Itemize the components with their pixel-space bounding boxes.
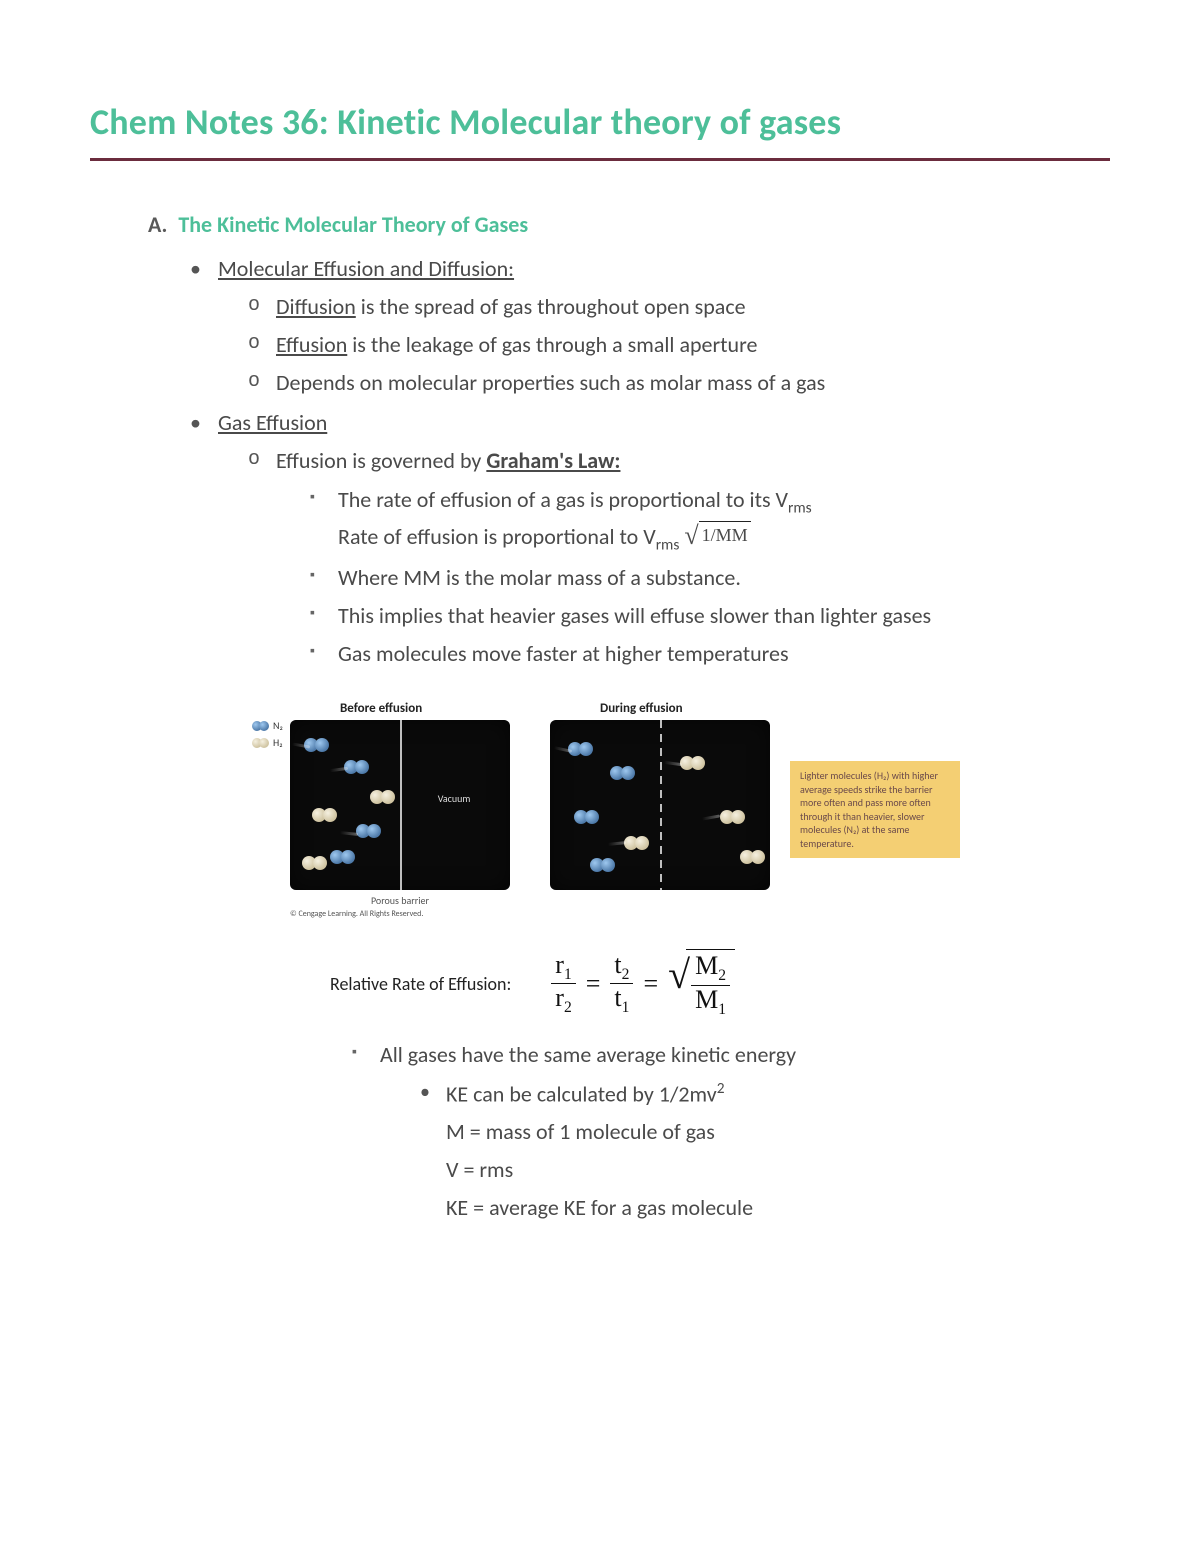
def-effusion: is the leakage of gas through a small ap… <box>347 331 757 358</box>
title-rule <box>90 158 1110 161</box>
diagram-legend: N₂ H₂ <box>252 719 283 753</box>
var-m2: M <box>695 951 718 980</box>
var-t2: t <box>614 950 621 979</box>
text-rate-2: Rate of effusion is proportional to V <box>338 523 656 550</box>
heading-gas-effusion: Gas Effusion <box>218 409 327 436</box>
list-item: KE = average KE for a gas molecule <box>420 1191 1110 1225</box>
text-rate-1: The rate of effusion of a gas is proport… <box>338 486 788 513</box>
list-item: Molecular Effusion and Diffusion: Diffus… <box>190 252 1110 400</box>
term-effusion: Effusion <box>276 331 347 358</box>
text-ke-formula: KE can be calculated by 1/2mv <box>446 1080 717 1107</box>
legend-n2: N₂ <box>273 719 283 732</box>
list-item: Depends on molecular properties such as … <box>248 366 1110 400</box>
radicand: 1/MM <box>699 521 751 550</box>
term-diffusion: Diffusion <box>276 293 356 320</box>
legend-h2: H₂ <box>273 736 283 749</box>
diagram-note: Lighter molecules (H₂) with higher avera… <box>790 761 960 858</box>
superscript-2: 2 <box>717 1079 725 1098</box>
barrier-solid <box>400 720 402 890</box>
effusion-diagram: N₂ H₂ Before effusion Vacuum Porous barr… <box>290 701 1110 919</box>
list-item: Effusion is governed by Graham's Law: Th… <box>248 444 1110 671</box>
list-item: The rate of effusion of a gas is proport… <box>310 483 1110 558</box>
list-item: All gases have the same average kinetic … <box>352 1038 1110 1225</box>
var-m1: M <box>695 985 718 1014</box>
barrier-porous <box>660 720 662 890</box>
section-heading-text: The Kinetic Molecular Theory of Gases <box>178 211 528 238</box>
list-item: Diffusion is the spread of gas throughou… <box>248 290 1110 324</box>
list-item: Gas molecules move faster at higher temp… <box>310 637 1110 671</box>
sub-2: 2 <box>622 966 630 983</box>
list-item: M = mass of 1 molecule of gas <box>420 1115 1110 1149</box>
formula-relative-rate-effusion: Relative Rate of Effusion: r1 r2 = t2 t1… <box>330 949 1110 1018</box>
list-item: KE can be calculated by 1/2mv2 <box>420 1077 1110 1111</box>
subscript-rms: rms <box>788 498 812 517</box>
list-item: Gas Effusion Effusion is governed by Gra… <box>190 406 1110 671</box>
page-title: Chem Notes 36: Kinetic Molecular theory … <box>90 100 1110 144</box>
text-all-gases-ke: All gases have the same average kinetic … <box>380 1041 796 1068</box>
label-during-effusion: During effusion <box>600 701 770 716</box>
list-item: Where MM is the molar mass of a substanc… <box>310 561 1110 595</box>
text-governed-by: Effusion is governed by <box>276 447 486 474</box>
def-diffusion: is the spread of gas throughout open spa… <box>356 293 746 320</box>
var-r1: r <box>555 950 564 979</box>
list-item: V = rms <box>420 1153 1110 1187</box>
sub-1: 1 <box>622 1000 630 1017</box>
heading-molecular-effusion-diffusion: Molecular Effusion and Diffusion: <box>218 255 514 282</box>
label-before-effusion: Before effusion <box>340 701 510 716</box>
sub-1: 1 <box>718 1001 726 1018</box>
label-vacuum: Vacuum <box>438 792 471 805</box>
section-heading: A. The Kinetic Molecular Theory of Gases <box>148 211 1110 238</box>
equals-sign: = <box>643 969 658 999</box>
list-item: Effusion is the leakage of gas through a… <box>248 328 1110 362</box>
sub-2: 2 <box>718 968 726 985</box>
formula-label: Relative Rate of Effusion: <box>330 973 511 995</box>
term-grahams-law: Graham's Law: <box>486 447 620 474</box>
section-letter: A. <box>148 211 167 238</box>
sub-2: 2 <box>564 1000 572 1017</box>
var-t1: t <box>614 983 621 1012</box>
list-item: This implies that heavier gases will eff… <box>310 599 1110 633</box>
var-r2: r <box>555 983 564 1012</box>
label-porous-barrier: Porous barrier <box>290 894 510 907</box>
equals-sign: = <box>586 969 601 999</box>
diagram-copyright: © Cengage Learning. All Rights Reserved. <box>290 909 510 919</box>
sub-1: 1 <box>564 966 572 983</box>
formula-expression: r1 r2 = t2 t1 = √ M2 M1 <box>551 949 735 1018</box>
radical-icon: √ <box>684 525 698 547</box>
sqrt-expression: √1/MM <box>684 521 750 550</box>
subscript-rms: rms <box>656 535 680 554</box>
panel-during <box>550 720 770 890</box>
panel-before: Vacuum <box>290 720 510 890</box>
